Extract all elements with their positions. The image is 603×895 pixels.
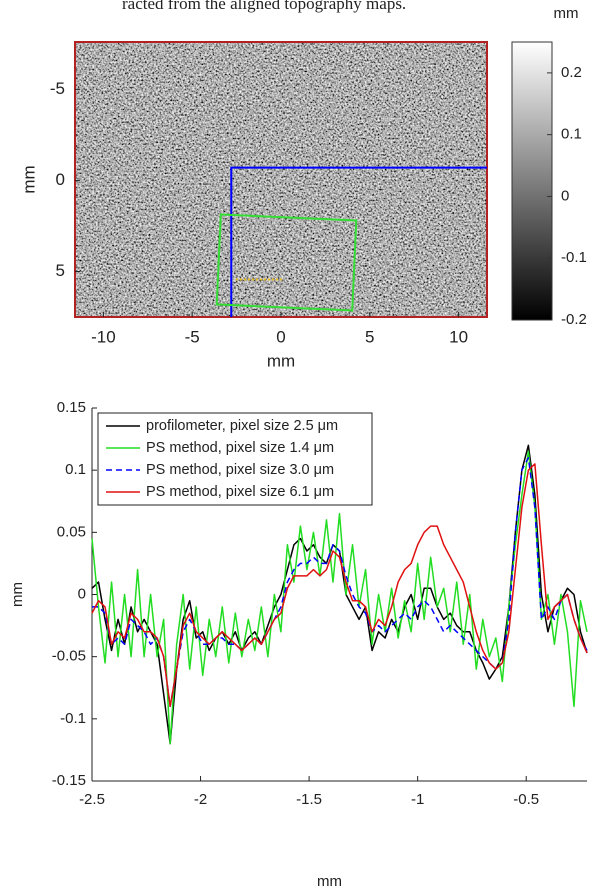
topography-image (75, 42, 487, 317)
caption: racted from the aligned topography maps. (122, 0, 406, 13)
colorbar-tick-label: 0.2 (561, 64, 582, 81)
y-axis-label: mm (9, 582, 26, 607)
series-line (91, 463, 588, 708)
y-tick-label: -0.05 (52, 648, 86, 665)
y-tick-label: 5 (56, 261, 65, 280)
x-tick-label: 5 (365, 327, 374, 346)
y-axis-label: mm (19, 165, 38, 193)
y-tick-label: 0.05 (57, 523, 86, 540)
x-tick-label: -1.5 (296, 791, 322, 808)
colorbar-tick-label: 0.1 (561, 126, 582, 143)
series-line (92, 456, 588, 708)
legend-label: PS method, pixel size 3.0 μm (146, 462, 334, 478)
x-tick-label: 10 (449, 327, 468, 346)
y-tick-label: 0 (56, 170, 65, 189)
y-tick-label: 0.15 (57, 399, 86, 416)
legend-label: PS method, pixel size 6.1 μm (146, 484, 334, 500)
overlay-polygon (215, 213, 358, 312)
legend-box (97, 412, 373, 506)
y-tick-label: -5 (50, 79, 65, 98)
x-tick-label: -2.5 (79, 791, 105, 808)
colorbar-tick-label: 0 (561, 187, 569, 204)
x-axis-label: mm (317, 873, 342, 890)
y-tick-label: 0 (78, 585, 86, 602)
y-tick-label: 0.1 (65, 461, 86, 478)
colorbar-tick-label: -0.1 (561, 249, 587, 266)
x-tick-label: -1 (411, 791, 424, 808)
colorbar (511, 41, 553, 321)
x-tick-label: -0.5 (513, 791, 539, 808)
colorbar-label: mm (554, 5, 579, 22)
legend-label: profilometer, pixel size 2.5 μm (146, 418, 338, 434)
x-axis-label: mm (267, 351, 295, 370)
overlay-polyline (230, 166, 487, 317)
x-tick-label: 0 (276, 327, 285, 346)
x-tick-label: -5 (185, 327, 200, 346)
x-tick-label: -2 (194, 791, 207, 808)
colorbar-tick-label: -0.2 (561, 311, 587, 328)
legend-label: PS method, pixel size 1.4 μm (146, 440, 334, 456)
y-tick-label: -0.15 (52, 772, 86, 789)
x-tick-label: -10 (91, 327, 116, 346)
y-tick-label: -0.1 (60, 710, 86, 727)
